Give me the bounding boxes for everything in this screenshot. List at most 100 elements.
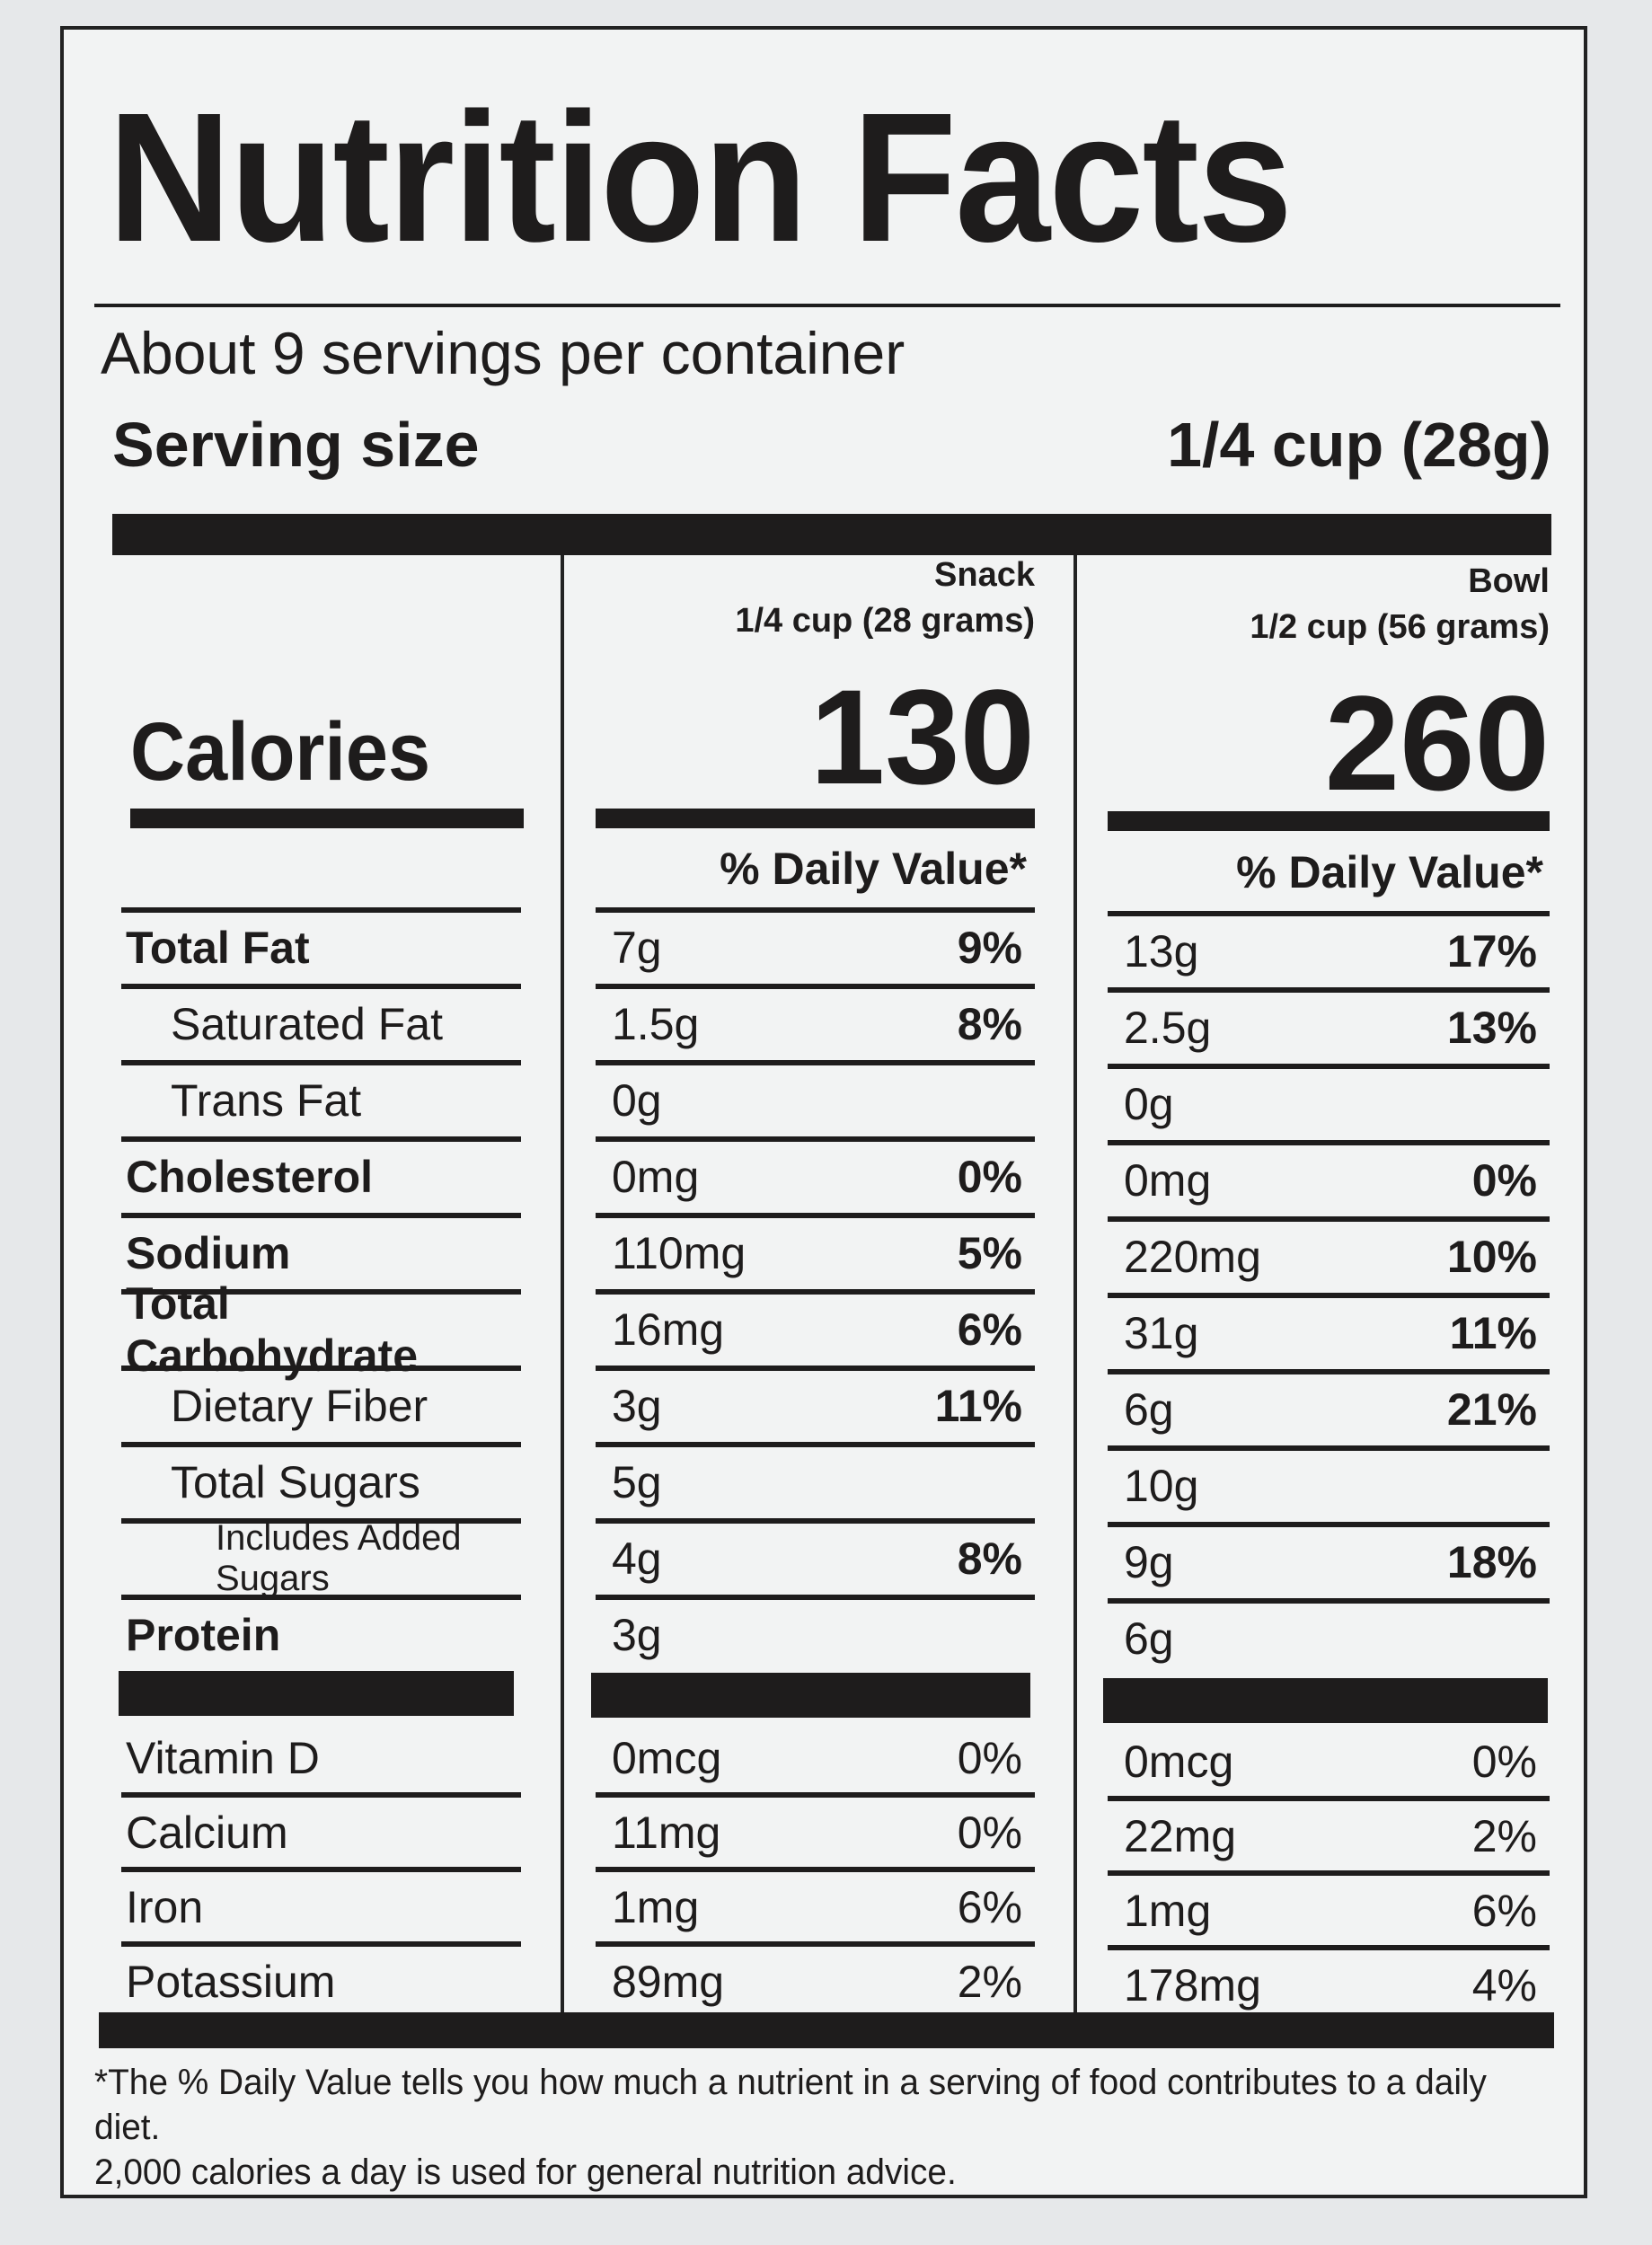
snack-value-row: 0g — [596, 1060, 1035, 1136]
bowl-value-row: 0mcg 0% — [1108, 1721, 1550, 1797]
snack-amount: 0mcg — [612, 1733, 722, 1783]
label-title: Nutrition Facts — [108, 75, 1293, 280]
bowl-column-header: Bowl 1/2 cup (56 grams) — [1108, 559, 1550, 651]
snack-amount: 0g — [612, 1075, 662, 1126]
snack-daily-value: 0% — [957, 1807, 1022, 1858]
bowl-amount: 13g — [1124, 926, 1199, 977]
snack-calories: 130 — [809, 661, 1035, 812]
nutrient-label: Protein — [121, 1595, 521, 1670]
bowl-value-row: 2.5g 13% — [1108, 987, 1550, 1063]
bowl-value-row: 220mg 10% — [1108, 1216, 1550, 1292]
snack-value-row: 3g — [596, 1595, 1035, 1670]
bowl-value-row: 31g 11% — [1108, 1293, 1550, 1368]
snack-daily-value: 2% — [957, 1957, 1022, 2007]
nutrient-label: Vitamin D — [126, 1733, 320, 1783]
snack-amount: 1.5g — [612, 999, 700, 1049]
bowl-daily-value: 0% — [1471, 1155, 1537, 1206]
bowl-amount: 220mg — [1124, 1232, 1261, 1282]
snack-amount: 1mg — [612, 1882, 700, 1932]
bowl-daily-value: 17% — [1446, 926, 1537, 977]
bowl-amount: 6g — [1124, 1613, 1174, 1664]
bowl-amount: 0mg — [1124, 1155, 1212, 1206]
snack-daily-value: 6% — [957, 1882, 1022, 1932]
thick-divider — [1108, 811, 1550, 831]
snack-value-row: 89mg 2% — [596, 1941, 1035, 2017]
column-divider — [561, 555, 564, 2021]
bowl-daily-value: 21% — [1446, 1384, 1537, 1435]
bowl-daily-value: 18% — [1446, 1537, 1537, 1587]
snack-amount: 3g — [612, 1610, 662, 1660]
bowl-amount: 6g — [1124, 1384, 1174, 1435]
snack-amount: 0mg — [612, 1152, 700, 1202]
snack-amount: 3g — [612, 1381, 662, 1431]
nutrient-label: Saturated Fat — [121, 984, 521, 1059]
servings-per-container: About 9 servings per container — [101, 320, 906, 386]
bowl-calories: 260 — [1324, 667, 1550, 818]
snack-value-row: 1mg 6% — [596, 1867, 1035, 1942]
thick-divider — [596, 809, 1035, 828]
bowl-daily-value-header: % Daily Value* — [1236, 847, 1543, 897]
snack-amount: 7g — [612, 923, 662, 973]
snack-value-row: 1.5g 8% — [596, 984, 1035, 1059]
thick-divider — [1103, 1678, 1548, 1723]
bowl-daily-value: 10% — [1446, 1232, 1537, 1282]
bowl-name: Bowl — [1468, 562, 1550, 600]
footnote-line: 2,000 calories a day is used for general… — [94, 2152, 957, 2192]
bowl-amount: 1mg — [1124, 1886, 1212, 1936]
bowl-value-row: 22mg 2% — [1108, 1796, 1550, 1871]
bowl-value-row: 9g 18% — [1108, 1522, 1550, 1597]
snack-amount: 5g — [612, 1457, 662, 1507]
bowl-value-row: 6g — [1108, 1598, 1550, 1674]
bowl-value-row: 10g — [1108, 1445, 1550, 1521]
thick-divider — [112, 514, 1551, 555]
snack-daily-value-header: % Daily Value* — [720, 844, 1027, 894]
bowl-amount: 1/2 cup (56 grams) — [1250, 608, 1550, 647]
footnote-line: *The % Daily Value tells you how much a … — [94, 2063, 1487, 2147]
nutrition-label — [60, 26, 1587, 2198]
nutrient-label: Potassium — [121, 1941, 521, 2017]
nutrient-label: Total Sugars — [121, 1442, 521, 1517]
bowl-daily-value: 2% — [1471, 1811, 1537, 1861]
snack-amount: 11mg — [612, 1807, 721, 1858]
snack-daily-value: 0% — [957, 1733, 1022, 1783]
snack-daily-value: 9% — [957, 923, 1022, 973]
bowl-daily-value: 4% — [1471, 1960, 1537, 2011]
snack-value-row: 110mg 5% — [596, 1213, 1035, 1288]
nutrient-label: Cholesterol — [121, 1136, 521, 1212]
snack-value-row: 3g 11% — [596, 1366, 1035, 1441]
serving-size-value: 1/4 cup (28g) — [1167, 410, 1551, 480]
snack-value-row: 0mcg 0% — [596, 1718, 1035, 1793]
snack-amount: 89mg — [612, 1957, 725, 2007]
nutrient-label: Includes Added Sugars — [121, 1518, 521, 1598]
bowl-amount: 0g — [1124, 1079, 1174, 1129]
bowl-value-row: 6g 21% — [1108, 1369, 1550, 1445]
bowl-amount: 31g — [1124, 1308, 1199, 1358]
snack-value-row: 5g — [596, 1442, 1035, 1517]
snack-name: Snack — [934, 556, 1035, 594]
snack-value-row: 0mg 0% — [596, 1136, 1035, 1212]
bowl-daily-value: 6% — [1471, 1886, 1537, 1936]
snack-amount: 4g — [612, 1533, 662, 1584]
snack-daily-value: 6% — [957, 1304, 1022, 1355]
nutrient-label: Calcium — [121, 1792, 521, 1868]
snack-daily-value: 5% — [957, 1228, 1022, 1278]
thick-divider — [591, 1673, 1030, 1718]
bowl-amount: 0mcg — [1124, 1737, 1234, 1787]
footnote: *The % Daily Value tells you how much a … — [94, 2060, 1524, 2195]
snack-value-row: 7g 9% — [596, 907, 1035, 983]
snack-amount: 16mg — [612, 1304, 725, 1355]
bowl-value-row: 0mg 0% — [1108, 1140, 1550, 1215]
thick-divider — [130, 809, 524, 828]
snack-amount: 1/4 cup (28 grams) — [735, 602, 1035, 641]
nutrient-label: Total Carbohydrate — [121, 1278, 521, 1381]
bowl-amount: 22mg — [1124, 1811, 1237, 1861]
bowl-value-row: 1mg 6% — [1108, 1870, 1550, 1946]
nutrient-label: Iron — [121, 1867, 521, 1942]
snack-daily-value: 11% — [934, 1381, 1022, 1431]
snack-daily-value: 0% — [957, 1152, 1022, 1202]
bowl-daily-value: 13% — [1446, 1003, 1537, 1053]
serving-size-label: Serving size — [112, 410, 480, 480]
snack-daily-value: 8% — [957, 1533, 1022, 1584]
thick-divider — [119, 1671, 514, 1716]
nutrient-label: Dietary Fiber — [121, 1366, 521, 1441]
